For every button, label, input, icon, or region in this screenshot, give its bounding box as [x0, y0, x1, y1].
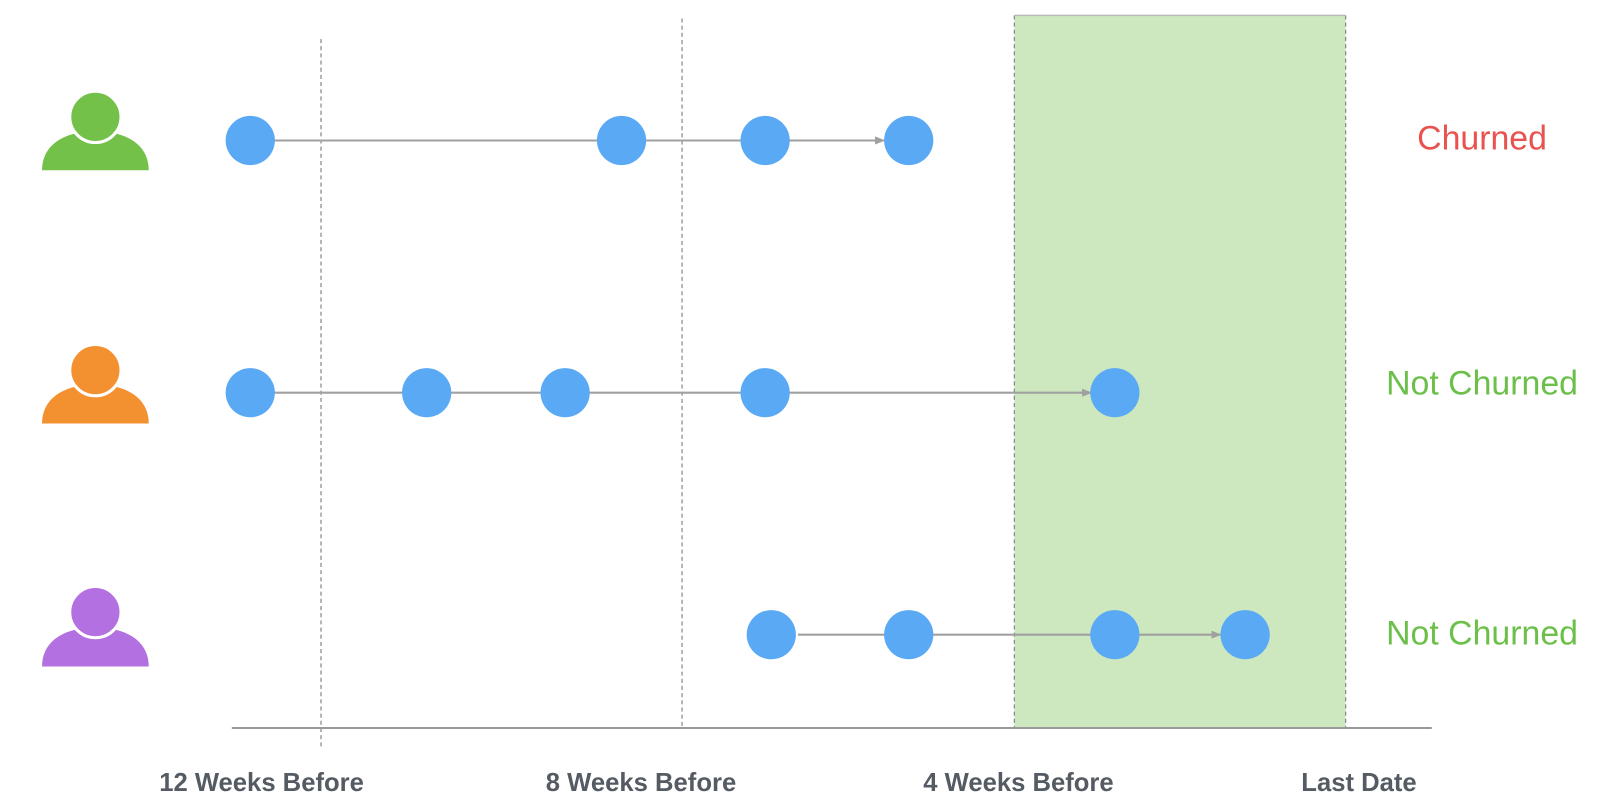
event-dot — [225, 368, 275, 418]
axis-label: 4 Weeks Before — [923, 769, 1113, 797]
axis-label: 12 Weeks Before — [159, 769, 364, 797]
axis-label: Last Date — [1301, 769, 1416, 797]
event-dot — [884, 610, 934, 660]
event-dot — [402, 368, 452, 418]
event-dot — [740, 115, 790, 166]
user-icon — [42, 342, 149, 424]
user-icon — [42, 584, 149, 667]
event-dot — [540, 368, 590, 418]
status: Churned — [1417, 119, 1547, 157]
status: Not Churned — [1386, 364, 1578, 402]
status: Not Churned — [1386, 615, 1578, 653]
event-dot — [1090, 610, 1140, 660]
user-icon — [42, 89, 149, 171]
event-dot — [1090, 368, 1140, 418]
event-dot — [225, 115, 275, 166]
event-dot — [596, 115, 647, 166]
event-dot — [746, 610, 796, 660]
event-dot — [1220, 610, 1270, 660]
prediction-window — [1014, 15, 1346, 728]
axis-label: 8 Weeks Before — [546, 769, 736, 797]
event-dot — [884, 115, 934, 166]
event-dot — [740, 368, 790, 418]
